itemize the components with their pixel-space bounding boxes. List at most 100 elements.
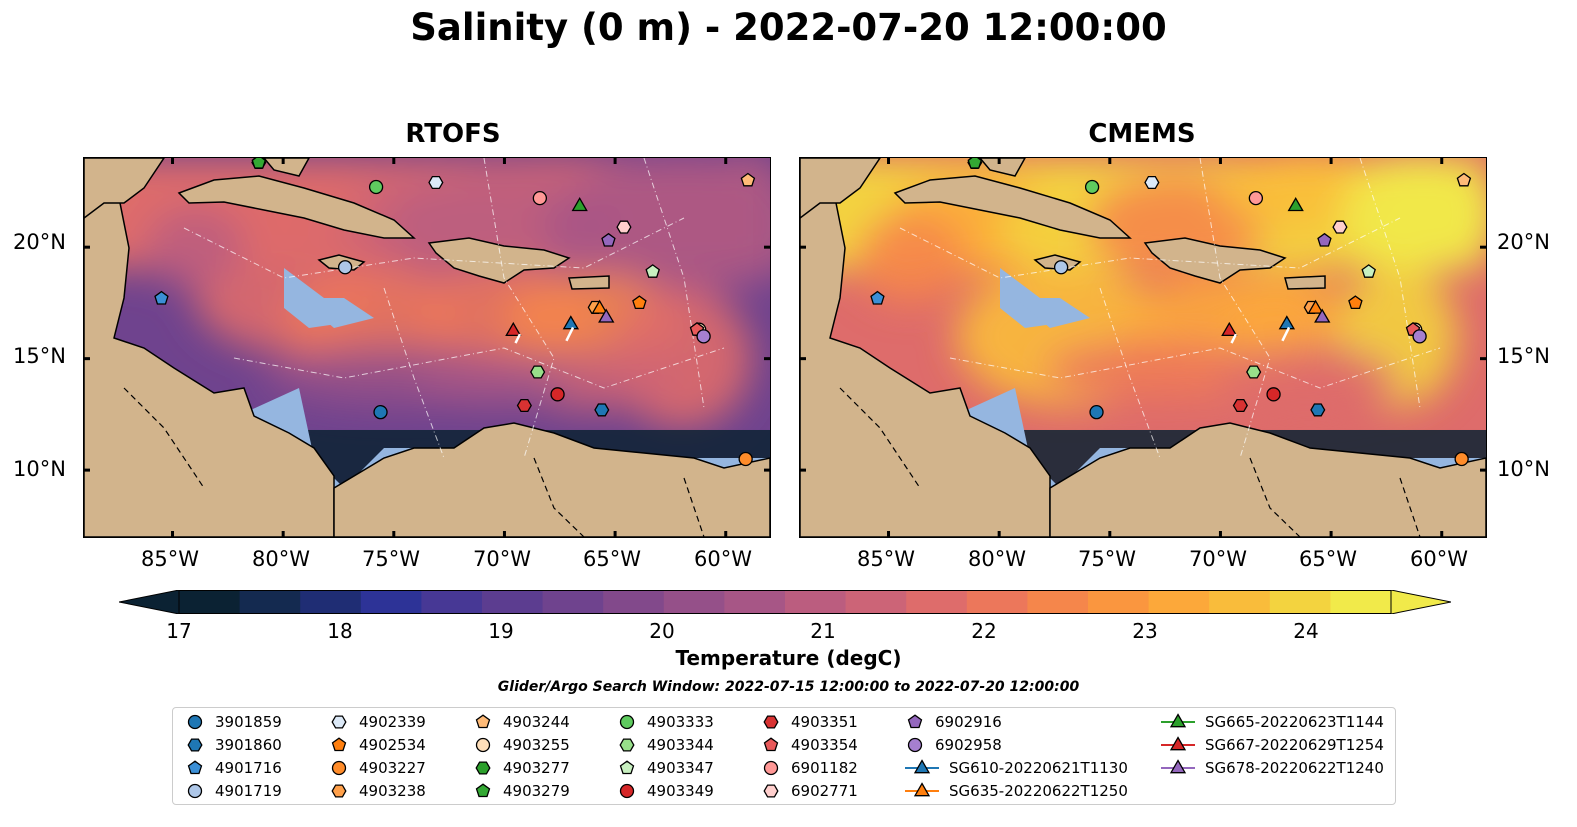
legend-marker: [475, 761, 491, 775]
lon-tick-label: 80°W: [252, 547, 310, 571]
legend-item[interactable]: 4901719: [185, 781, 282, 801]
legend-item[interactable]: 4903354: [761, 735, 858, 755]
observation-marker-4903333: [1084, 179, 1100, 195]
observation-marker-sg665-20220623t1144: [571, 196, 588, 212]
legend-item[interactable]: 4903255: [473, 735, 570, 755]
legend-item[interactable]: SG635-20220622T1250: [905, 781, 1128, 801]
colorbar-bin: [239, 590, 301, 614]
observation-marker-4901716: [154, 290, 169, 305]
legend-item[interactable]: 4903244: [473, 712, 570, 732]
legend-label: SG635-20220622T1250: [949, 782, 1128, 800]
legend-item[interactable]: 4901716: [185, 758, 282, 778]
legend-marker: [763, 784, 779, 798]
colorbar-bin: [482, 590, 544, 614]
pentagon-marker-icon: [619, 760, 635, 775]
cmems-map-canvas[interactable]: [800, 158, 1486, 537]
legend-marker: [913, 782, 931, 797]
colorbar-bin: [785, 590, 847, 614]
legend-marker: [475, 783, 491, 798]
observation-marker-4901719: [337, 260, 353, 275]
legend-label: SG667-20220629T1254: [1205, 736, 1384, 754]
observation-marker-4902339: [1144, 175, 1160, 190]
observation-marker-4903349: [550, 387, 565, 402]
observation-marker-6901182: [532, 190, 548, 206]
legend-item[interactable]: 4903333: [617, 712, 714, 732]
colorbar-tick-label: 24: [1293, 619, 1319, 643]
legend-item[interactable]: 4903351: [761, 712, 858, 732]
observation-marker-4903227: [738, 451, 753, 467]
land-area: [893, 175, 1132, 239]
legend-item[interactable]: 6901182: [761, 758, 858, 778]
legend-item[interactable]: 4903349: [617, 781, 714, 801]
legend-item[interactable]: 3901859: [185, 712, 282, 732]
temperature-colorbar: [119, 590, 1451, 614]
lat-tick-label: 10°N: [1497, 457, 1550, 481]
legend-label: 4903349: [647, 782, 714, 800]
colorbar-tick-label: 18: [327, 619, 353, 643]
legend-item[interactable]: 6902771: [761, 781, 858, 801]
legend-item[interactable]: SG678-20220622T1240: [1161, 758, 1384, 778]
legend-item[interactable]: 4903277: [473, 758, 570, 778]
hexagon-marker-icon: [475, 761, 491, 775]
colorbar-bin: [1330, 590, 1392, 614]
colorbar-tick-label: 17: [166, 619, 192, 643]
circle-marker-icon: [475, 737, 491, 753]
legend-item[interactable]: SG665-20220623T1144: [1161, 712, 1384, 732]
map-panel-cmems[interactable]: [799, 157, 1487, 538]
land-area: [1049, 422, 1486, 537]
observation-marker-4903279: [967, 158, 983, 169]
legend-item[interactable]: SG610-20220621T1130: [905, 758, 1128, 778]
colorbar-tick-label: 23: [1132, 619, 1158, 643]
colorbar-bin: [603, 590, 665, 614]
observation-marker-sg610-20220621t1130: [1278, 315, 1296, 330]
legend-item[interactable]: SG667-20220629T1254: [1161, 735, 1384, 755]
map-panel-rtofs[interactable]: [83, 157, 771, 538]
legend-item[interactable]: 4903344: [617, 735, 714, 755]
observation-marker-4903344: [530, 365, 546, 379]
search-window-caption: Glider/Argo Search Window: 2022-07-15 12…: [497, 679, 1080, 695]
lon-tick-label: 60°W: [694, 547, 752, 571]
circle-marker-icon: [187, 714, 203, 730]
legend-item[interactable]: 4903227: [329, 758, 426, 778]
legend-label: 4903333: [647, 713, 714, 731]
legend-item[interactable]: 4903347: [617, 758, 714, 778]
land-area: [800, 158, 881, 219]
lon-tick-label: 70°W: [1189, 547, 1247, 571]
lat-tick-label: 15°N: [13, 344, 66, 368]
observation-marker-4903351: [1232, 398, 1248, 413]
legend-marker: [331, 784, 347, 798]
legend-label: 3901859: [215, 713, 282, 731]
colorbar-tick-label: 20: [649, 619, 675, 643]
legend-label: 4902534: [359, 736, 426, 754]
legend-marker: [187, 738, 203, 752]
land-area: [177, 175, 416, 239]
legend-item[interactable]: 4903279: [473, 781, 570, 801]
triangle-marker-icon: [1161, 759, 1195, 774]
legend-marker: [619, 760, 635, 775]
legend-marker: [913, 759, 931, 774]
lon-tick-label: 60°W: [1410, 547, 1468, 571]
legend-item[interactable]: 3901860: [185, 735, 282, 755]
legend-item[interactable]: 6902958: [905, 735, 1002, 755]
legend-marker: [187, 760, 203, 775]
legend-item[interactable]: 4903238: [329, 781, 426, 801]
rtofs-map-canvas[interactable]: [84, 158, 770, 537]
legend-marker: [763, 760, 779, 776]
land-area: [263, 158, 310, 177]
legend-item[interactable]: 6902916: [905, 712, 1002, 732]
observation-marker-sg610-20220621t1130: [562, 315, 580, 330]
observation-marker-6902916: [601, 232, 616, 247]
legend-marker: [331, 737, 347, 752]
observation-marker-4903244: [740, 172, 756, 187]
legend-label: 4903238: [359, 782, 426, 800]
observation-marker-4903347: [1361, 264, 1376, 278]
observation-marker-sg665-20220623t1144: [1287, 196, 1304, 212]
observation-marker-4902534: [1348, 295, 1363, 310]
legend-label: 4903255: [503, 736, 570, 754]
colorbar-bin: [845, 590, 907, 614]
land-area: [333, 422, 770, 537]
legend-item[interactable]: 4902534: [329, 735, 426, 755]
observation-marker-4902339: [428, 175, 444, 190]
circle-marker-icon: [907, 737, 923, 753]
legend-item[interactable]: 4902339: [329, 712, 426, 732]
